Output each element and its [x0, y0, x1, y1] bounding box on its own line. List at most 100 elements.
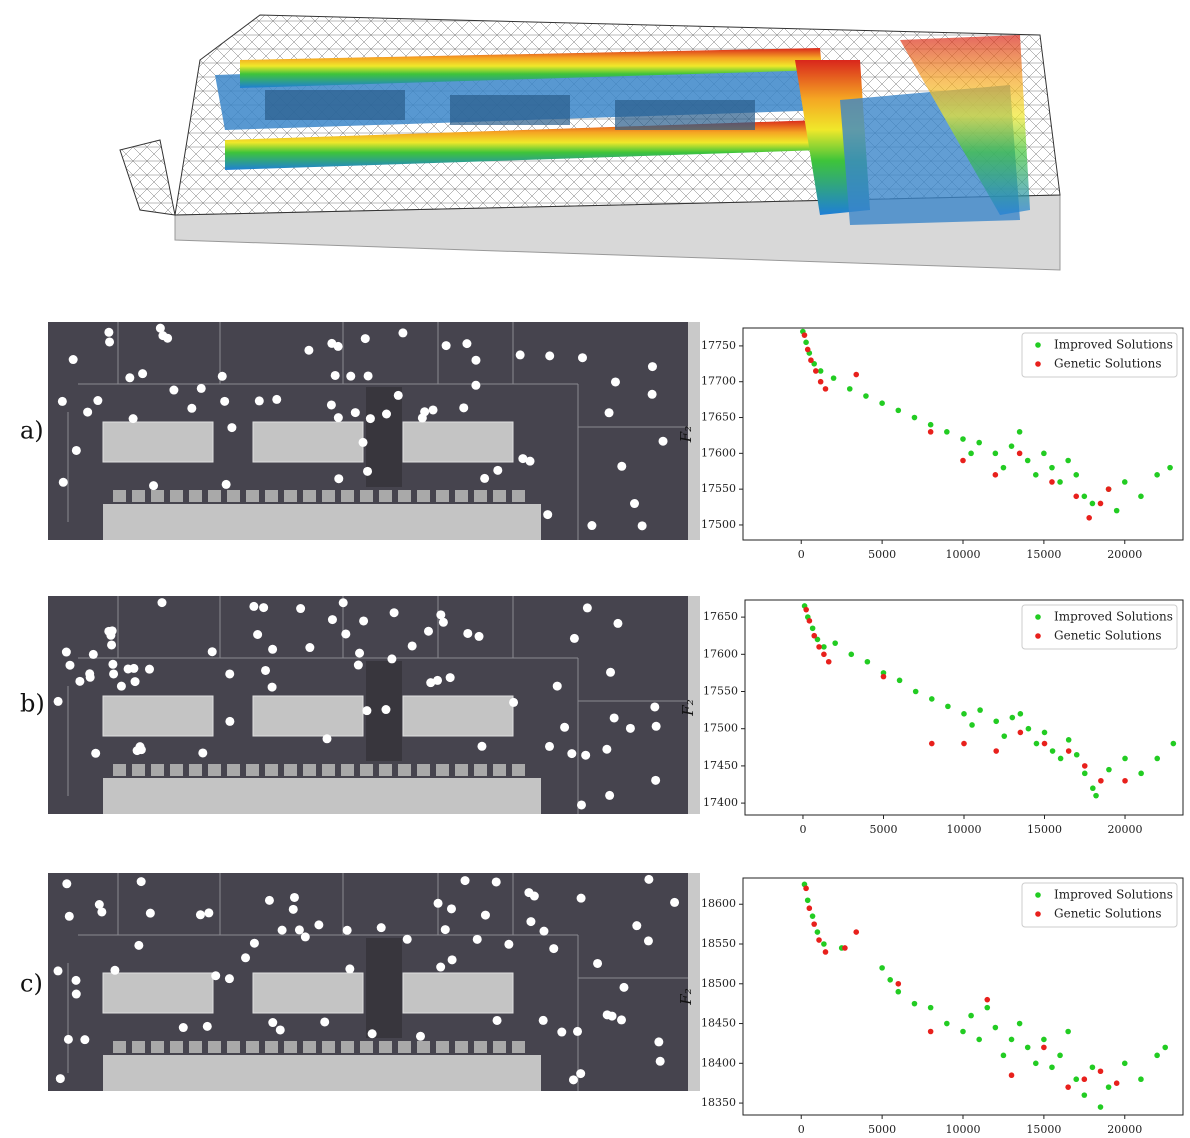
x-tick-label: 0: [798, 548, 805, 561]
point: [802, 332, 808, 338]
plan-sensor: [626, 724, 635, 733]
plan-sensor: [429, 405, 438, 414]
point: [815, 929, 821, 935]
plan-sensor: [197, 384, 206, 393]
x-tick-label: 0: [799, 823, 806, 836]
plan-window: [322, 1041, 335, 1053]
plan-window: [341, 1041, 354, 1053]
plan-window: [417, 1041, 430, 1053]
plan-window: [398, 764, 411, 776]
plan-window: [151, 1041, 164, 1053]
plan-window: [398, 1041, 411, 1053]
plan-sensor: [394, 391, 403, 400]
plan-window: [436, 1041, 449, 1053]
plan-sensor: [85, 669, 94, 678]
plan-sensor: [545, 351, 554, 360]
plan-sensor: [72, 976, 81, 985]
point: [961, 741, 967, 747]
plan-room: [253, 973, 363, 1013]
point: [1050, 748, 1056, 754]
plan-window: [208, 1041, 221, 1053]
plan-sensor: [381, 705, 390, 714]
plan-hall: [366, 938, 402, 1038]
plan-sensor: [89, 650, 98, 659]
plan-sensor: [434, 899, 443, 908]
point: [1073, 494, 1079, 500]
point: [821, 644, 827, 650]
plan-sensor: [272, 395, 281, 404]
point: [1114, 1080, 1120, 1086]
y-tick-label: 17600: [703, 647, 738, 660]
point: [813, 368, 819, 374]
point: [842, 945, 848, 951]
plan-window: [208, 764, 221, 776]
plan-sensor: [509, 698, 518, 707]
plan-sensor: [334, 474, 343, 483]
plan-sensor: [441, 925, 450, 934]
x-tick-label: 15000: [1026, 1123, 1061, 1134]
point: [1154, 1053, 1160, 1059]
plan-sensor: [659, 437, 668, 446]
plan-window: [417, 490, 430, 502]
plan-sensor: [363, 467, 372, 476]
plan-sensor: [359, 616, 368, 625]
plan-sensor: [364, 371, 373, 380]
plan-window: [322, 764, 335, 776]
plan-sensor: [225, 974, 234, 983]
legend-label: Genetic Solutions: [1054, 357, 1162, 371]
plan-window: [189, 764, 202, 776]
point: [1057, 1053, 1063, 1059]
plan-sensor: [124, 664, 133, 673]
plan-sensor: [56, 1074, 65, 1083]
plan-window: [227, 764, 240, 776]
point: [1162, 1045, 1168, 1051]
plan-sensor: [328, 615, 337, 624]
plan-sensor: [504, 940, 513, 949]
plan-sensor: [638, 521, 647, 530]
plan-sensor: [539, 1016, 548, 1025]
plan-sensor: [196, 910, 205, 919]
point: [1090, 785, 1096, 791]
point: [1093, 793, 1099, 799]
plan-sensor: [403, 935, 412, 944]
point: [832, 640, 838, 646]
point: [1074, 752, 1080, 758]
point: [826, 659, 832, 665]
plan-sensor: [58, 397, 67, 406]
point: [1009, 1072, 1015, 1078]
plan-sensor: [339, 598, 348, 607]
plan-sensor: [304, 346, 313, 355]
plan-window: [360, 764, 373, 776]
plan-window: [493, 764, 506, 776]
point: [808, 357, 814, 363]
plan-sensor: [573, 1027, 582, 1036]
point: [977, 707, 983, 713]
point: [1009, 1037, 1015, 1043]
point: [968, 1013, 974, 1019]
point: [1042, 741, 1048, 747]
plan-window: [417, 764, 430, 776]
plan-sensor: [492, 877, 501, 886]
plan-sensor: [250, 939, 259, 948]
point: [928, 429, 934, 435]
plan-sensor: [225, 669, 234, 678]
point: [1090, 1064, 1096, 1070]
point: [881, 674, 887, 680]
plan-sensor: [481, 911, 490, 920]
plan-sensor: [577, 894, 586, 903]
plan-sensor: [652, 722, 661, 731]
point: [928, 1005, 934, 1011]
plan-sensor: [630, 499, 639, 508]
plan-sensor: [268, 645, 277, 654]
plan-sensor: [72, 446, 81, 455]
plan-sensor: [249, 602, 258, 611]
plan-window: [474, 1041, 487, 1053]
point: [1049, 1064, 1055, 1070]
point: [1122, 756, 1128, 762]
x-tick-label: 15000: [1026, 548, 1061, 561]
point: [1098, 778, 1104, 784]
point: [993, 451, 999, 457]
point: [895, 981, 901, 987]
plan-sensor: [366, 414, 375, 423]
plan-sensor: [107, 640, 116, 649]
